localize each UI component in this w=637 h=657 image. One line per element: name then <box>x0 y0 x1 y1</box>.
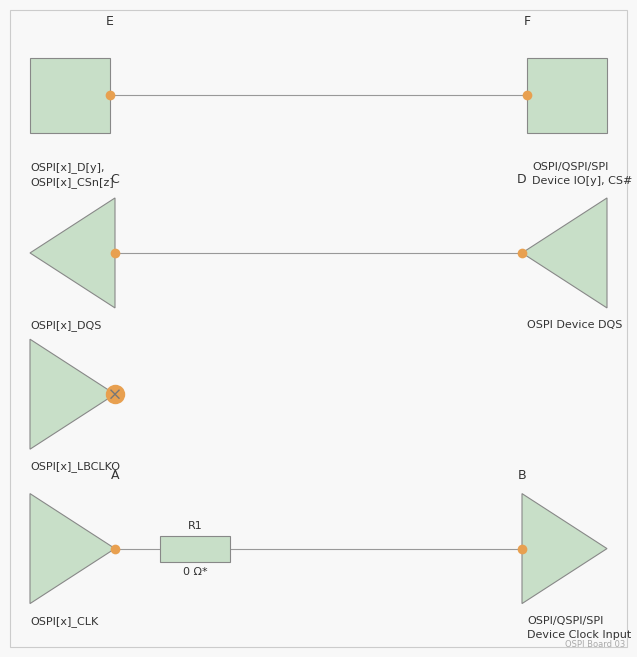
Bar <box>30 58 110 133</box>
Text: OSPI/QSPI/SPI
Device IO[y], CS#: OSPI/QSPI/SPI Device IO[y], CS# <box>532 162 633 187</box>
Polygon shape <box>30 339 115 449</box>
Text: E: E <box>106 15 114 28</box>
Polygon shape <box>30 198 115 308</box>
Text: OSPI[x]_CLK: OSPI[x]_CLK <box>30 616 98 627</box>
Text: OSPI[x]_D[y],
OSPI[x]_CSn[z]: OSPI[x]_D[y], OSPI[x]_CSn[z] <box>30 162 114 188</box>
Polygon shape <box>30 493 115 604</box>
Text: F: F <box>524 15 531 28</box>
Bar <box>527 58 607 133</box>
Text: OSPI Board 03: OSPI Board 03 <box>565 640 625 649</box>
Bar <box>160 535 230 562</box>
Text: B: B <box>518 468 526 482</box>
Polygon shape <box>522 493 607 604</box>
Polygon shape <box>522 198 607 308</box>
Text: OSPI[x]_LBCLKO: OSPI[x]_LBCLKO <box>30 461 120 472</box>
Text: C: C <box>111 173 119 186</box>
Text: D: D <box>517 173 527 186</box>
Text: 0 Ω*: 0 Ω* <box>183 566 207 577</box>
Text: OSPI[x]_DQS: OSPI[x]_DQS <box>30 320 101 331</box>
Text: OSPI Device DQS: OSPI Device DQS <box>527 320 622 330</box>
Text: A: A <box>111 468 119 482</box>
Text: OSPI/QSPI/SPI
Device Clock Input: OSPI/QSPI/SPI Device Clock Input <box>527 616 631 640</box>
Text: R1: R1 <box>188 520 203 531</box>
